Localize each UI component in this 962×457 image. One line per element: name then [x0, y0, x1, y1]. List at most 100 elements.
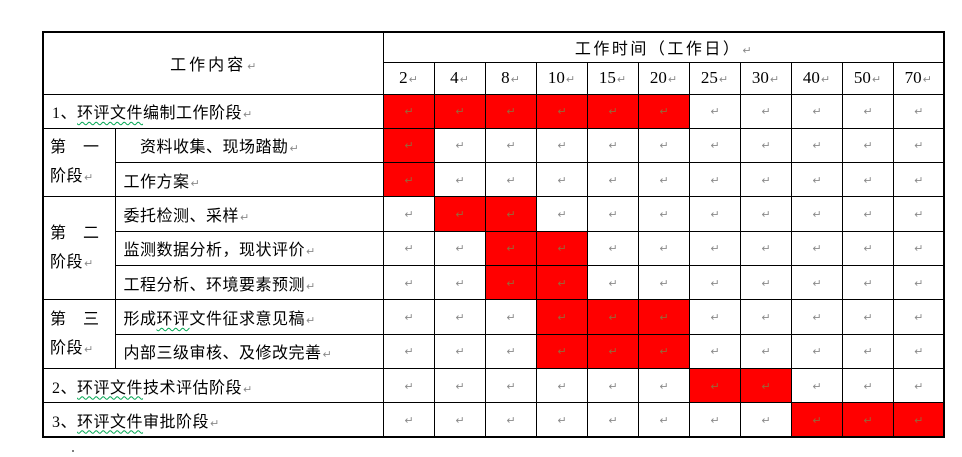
pilcrow-mark: ↵ [506, 276, 516, 290]
time-cell: ↵ [535, 196, 588, 232]
pilcrow-mark: ↵ [863, 208, 873, 222]
time-cell: ↵ [841, 93, 894, 129]
time-cell: ↵ [790, 333, 843, 369]
gantt-bar-cell: ↵ [586, 93, 639, 129]
pilcrow-mark: ↵ [557, 379, 567, 393]
pilcrow-mark: ↵ [557, 413, 567, 427]
task-label-cell: 委托检测、采样↵ [114, 196, 384, 232]
table-row: 工程分析、环境要素预测↵ ↵ ↵ ↵ ↵ ↵ ↵ ↵ ↵ ↵ ↵ ↵ [43, 264, 945, 301]
content-header-label: 工作内容 [170, 57, 247, 75]
time-column-header: 50↵ [841, 61, 894, 95]
spellcheck-underlined-text: 环评 [156, 310, 190, 328]
time-cell: ↵ [637, 264, 690, 301]
time-cell: ↵ [433, 127, 486, 164]
time-cell: ↵ [892, 299, 945, 335]
pilcrow-mark: ↵ [84, 256, 94, 270]
time-cell: ↵ [382, 367, 435, 404]
pilcrow-mark: ↵ [557, 208, 567, 222]
pilcrow-mark: ↵ [322, 348, 332, 362]
gantt-bar-cell: ↵ [382, 127, 435, 164]
time-cell: ↵ [586, 402, 639, 438]
pilcrow-mark: ↵ [557, 310, 567, 324]
task-label-cell: 资料收集、现场踏勘↵ [114, 127, 384, 164]
table-row: 1、环评文件编制工作阶段↵ ↵ ↵ ↵ ↵ ↵ ↵ ↵ ↵ ↵ ↵ ↵ [42, 93, 945, 129]
pilcrow-mark: ↵ [557, 242, 567, 256]
pilcrow-mark: ↵ [404, 345, 414, 359]
pilcrow-mark: ↵ [863, 379, 873, 393]
time-cell: ↵ [841, 264, 894, 301]
pilcrow-mark: ↵ [557, 105, 567, 119]
time-column-header: 70↵ [892, 61, 945, 95]
pilcrow-mark: ↵ [710, 379, 720, 393]
time-column-header: 30↵ [739, 61, 792, 95]
table-row: 内部三级审核、及修改完善↵ ↵ ↵ ↵ ↵ ↵ ↵ ↵ ↵ ↵ ↵ ↵ [43, 333, 945, 369]
pilcrow-mark: ↵ [404, 379, 414, 393]
pilcrow-mark: ↵ [812, 242, 822, 256]
time-cell: ↵ [841, 127, 894, 164]
pilcrow-mark: ↵ [459, 73, 469, 86]
pilcrow-mark: ↵ [565, 73, 576, 86]
time-cell: ↵ [586, 127, 639, 164]
time-cell: ↵ [892, 367, 945, 404]
gantt-bar-cell: ↵ [637, 93, 690, 129]
pilcrow-mark: ↵ [243, 382, 253, 396]
pilcrow-mark: ↵ [608, 345, 618, 359]
pilcrow-mark: ↵ [455, 345, 465, 359]
pilcrow-mark: ↵ [210, 416, 220, 430]
time-cell: ↵ [586, 196, 639, 232]
pilcrow-mark: ↵ [761, 310, 771, 324]
time-column-header: 8↵ [484, 61, 537, 95]
time-cell: ↵ [790, 162, 843, 198]
time-cell: ↵ [739, 299, 792, 335]
time-cell: ↵ [790, 93, 843, 129]
pilcrow-mark: ↵ [710, 208, 720, 222]
time-cell: ↵ [739, 162, 792, 198]
pilcrow-mark: ↵ [455, 413, 465, 427]
gantt-bar-cell: ↵ [382, 162, 435, 198]
table-header: 工作内容↵ 工作时间（工作日）↵ 2↵ 4↵ 8↵ 10↵ 15↵ 20↵ 25↵ 30↵ 40… [42, 31, 945, 95]
pilcrow-mark: ↵ [455, 173, 465, 187]
stage-cell: 第 二阶段↵ [42, 196, 116, 301]
pilcrow-mark: ↵ [659, 208, 669, 222]
task-label-cell: 工作方案↵ [114, 162, 384, 198]
pilcrow-mark: ↵ [659, 345, 669, 359]
time-cell: ↵ [433, 299, 486, 335]
pilcrow-mark: ↵ [812, 413, 822, 427]
pilcrow-mark: ↵ [455, 310, 465, 324]
pilcrow-mark: ↵ [659, 242, 669, 256]
time-cell: ↵ [841, 196, 894, 232]
task-label-cell: 形成环评文件征求意见稿↵ [114, 299, 384, 335]
time-cell: ↵ [688, 196, 741, 232]
stage-cell: 第 三阶段↵ [42, 299, 116, 369]
time-cell: ↵ [637, 127, 690, 164]
time-cell: ↵ [484, 299, 537, 335]
pilcrow-mark: ↵ [243, 108, 253, 122]
time-column-value: 2 [399, 68, 408, 87]
time-column-header: 2↵ [382, 61, 435, 95]
spellcheck-underlined-text: 环评文件 [77, 413, 144, 431]
stage-line-2: 阶段↵ [50, 168, 94, 186]
time-column-value: 40 [802, 68, 820, 87]
content-header-cell: 工作内容↵ [42, 31, 384, 95]
pilcrow-mark: ↵ [914, 413, 924, 427]
pilcrow-mark: ↵ [455, 276, 465, 290]
time-cell: ↵ [535, 367, 588, 404]
time-cell: ↵ [382, 333, 435, 369]
time-cell: ↵ [739, 402, 792, 438]
pilcrow-mark: ↵ [914, 310, 924, 324]
gantt-bar-cell: ↵ [586, 299, 639, 335]
pilcrow-mark: ↵ [659, 413, 669, 427]
time-cell: ↵ [892, 230, 945, 266]
gantt-bar-cell: ↵ [637, 299, 690, 335]
gantt-bar-cell: ↵ [739, 367, 792, 404]
time-cell: ↵ [688, 230, 741, 266]
pilcrow-mark: ↵ [306, 279, 316, 293]
pilcrow-mark: ↵ [240, 211, 250, 225]
pilcrow-mark: ↵ [761, 276, 771, 290]
pilcrow-mark: ↵ [812, 345, 822, 359]
pilcrow-mark: ↵ [455, 379, 465, 393]
task-label-cell: 1、环评文件编制工作阶段↵ [42, 93, 384, 129]
time-cell: ↵ [484, 402, 537, 438]
pilcrow-mark: ↵ [914, 345, 924, 359]
pilcrow-mark: ↵ [506, 310, 516, 324]
